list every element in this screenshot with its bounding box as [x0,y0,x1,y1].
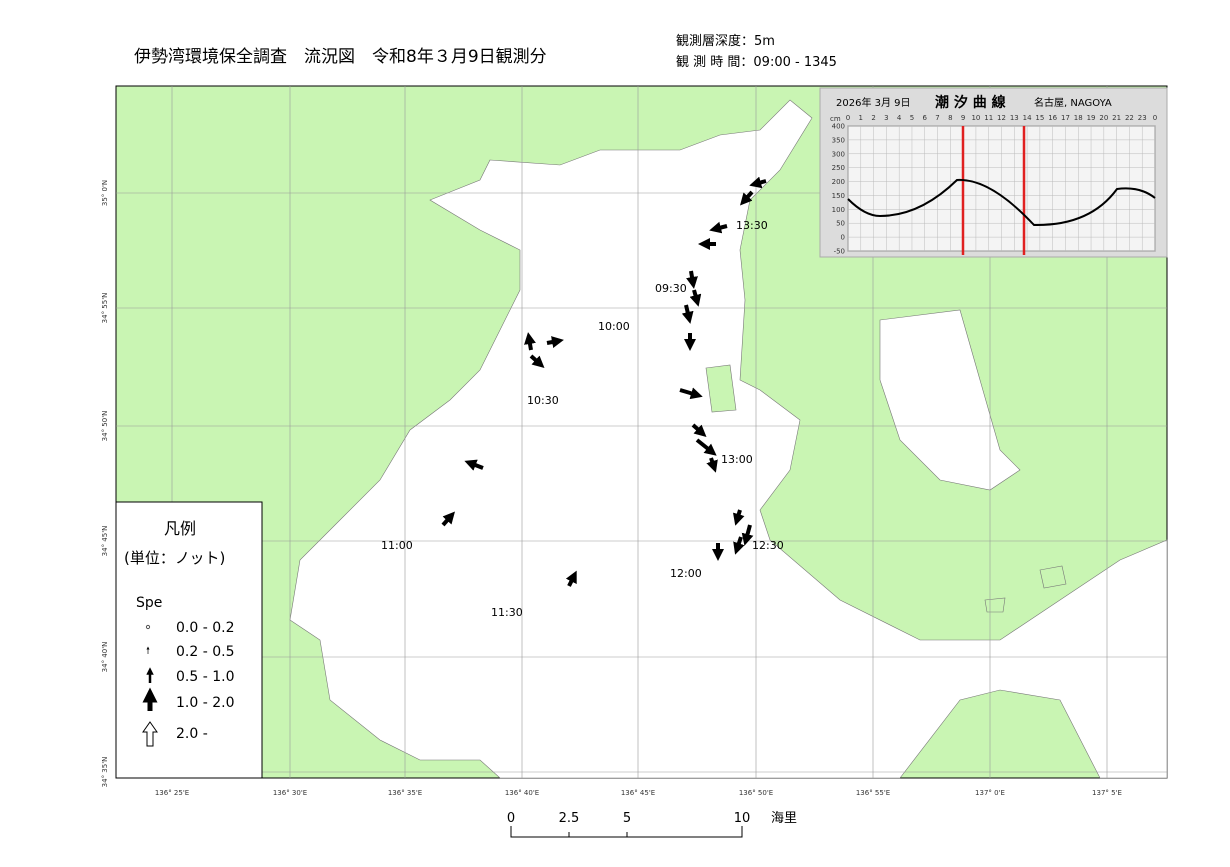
time-label: 11:30 [491,606,523,619]
inset-date: 2026年 3月 9日 [836,96,911,109]
level-label: 400 [832,123,845,131]
time-label: 12:00 [670,567,702,580]
legend-unit: (単位：ノット) [124,549,225,567]
time-label: 10:00 [598,320,630,333]
hour-label: 19 [1087,114,1096,122]
hour-label: 10 [971,114,980,122]
legend-box [115,501,263,779]
legend: 凡例 (単位：ノット) Spe 0.0 - 0.2 0.2 - 0.5 0.5 - … [115,501,263,779]
hour-label: 7 [935,114,939,122]
level-label: 100 [832,206,845,214]
hour-label: 1 [859,114,863,122]
lon-label: 136° 25'E [155,789,189,797]
inner-bay [879,309,1021,491]
hour-label: 3 [884,114,888,122]
hour-label: 16 [1048,114,1057,122]
legend-item: 0.2 - 0.5 [176,644,234,660]
hour-label: 13 [1010,114,1019,122]
hour-label: 5 [910,114,914,122]
lon-label: 136° 50'E [739,789,773,797]
title: 伊勢湾環境保全調査 流況図 令和8年３月9日観測分 [134,47,547,67]
legend-item: 0.0 - 0.2 [176,620,234,636]
hour-label: 0 [846,114,850,122]
lon-label: 136° 35'E [388,789,422,797]
depth: 観測層深度：5m [676,33,775,49]
lat-label: 34° 50'N [101,411,109,442]
time-label: 10:30 [527,394,559,407]
time-label: 13:30 [736,219,768,232]
lat-label: 35° 0'N [101,180,109,206]
hour-label: 8 [948,114,952,122]
lon-label: 136° 30'E [273,789,307,797]
legend-item: 1.0 - 2.0 [176,695,234,711]
lat-label: 34° 45'N [101,526,109,557]
hour-label: 6 [923,114,928,122]
hour-label: 12 [997,114,1006,122]
legend-item: 2.0 - [176,726,208,742]
hour-label: 22 [1125,114,1134,122]
hour-label: 18 [1074,114,1083,122]
level-label: 250 [832,164,845,172]
lon-label: 136° 40'E [505,789,539,797]
obs-time: 観 測 時 間：09:00 - 1345 [676,55,837,70]
legend-item: 0.5 - 1.0 [176,669,234,685]
lat-label: 34° 40'N [101,642,109,673]
island [705,364,1067,613]
legend-title: 凡例 [164,519,196,538]
current-arrows [441,176,767,587]
scale-tick: 5 [623,811,631,826]
scale-tick: 0 [507,811,515,826]
scale-unit: 海里 [771,811,797,826]
hour-label: 17 [1061,114,1070,122]
inset-unit: cm [830,115,841,123]
lon-label: 136° 55'E [856,789,890,797]
level-label: 50 [836,220,845,228]
level-label: 300 [832,150,845,158]
hour-label: 14 [1023,114,1032,122]
level-label: 150 [832,192,845,200]
scale-tick: 2.5 [559,811,580,826]
time-label: 11:00 [381,539,413,552]
lon-label: 137° 5'E [1092,789,1122,797]
hour-label: 20 [1099,114,1108,122]
hour-label: 0 [1153,114,1157,122]
hour-label: 2 [871,114,875,122]
hour-label: 11 [984,114,993,122]
lat-label: 34° 35'N [101,757,109,788]
tide-curve [847,178,1156,227]
level-label: 0 [841,234,845,242]
inset-title: 潮 汐 曲 線 [935,94,1006,111]
hour-label: 9 [961,114,965,122]
hour-label: 4 [897,114,902,122]
legend-symbol [145,624,151,630]
time-label: 13:00 [721,453,753,466]
scale-bar [510,826,743,838]
sea [289,99,1168,779]
scale-tick: 10 [734,811,751,826]
lat-label: 34° 55'N [101,293,109,324]
legend-symbol [142,721,158,747]
level-label: 200 [832,178,845,186]
time-label: 12:30 [752,539,784,552]
hour-label: 21 [1112,114,1121,122]
time-label: 09:30 [655,282,687,295]
lon-label: 137° 0'E [975,789,1005,797]
inset-place: 名古屋, NAGOYA [1034,96,1112,109]
hour-label: 23 [1138,114,1147,122]
hour-label: 15 [1035,114,1044,122]
lon-label: 136° 45'E [621,789,655,797]
level-label: -50 [834,248,845,256]
level-label: 350 [832,136,845,144]
tide-inset: 2026年 3月 9日 潮 汐 曲 線 名古屋, NAGOYA cm [819,87,1168,258]
legend-field: Spe [136,595,162,611]
